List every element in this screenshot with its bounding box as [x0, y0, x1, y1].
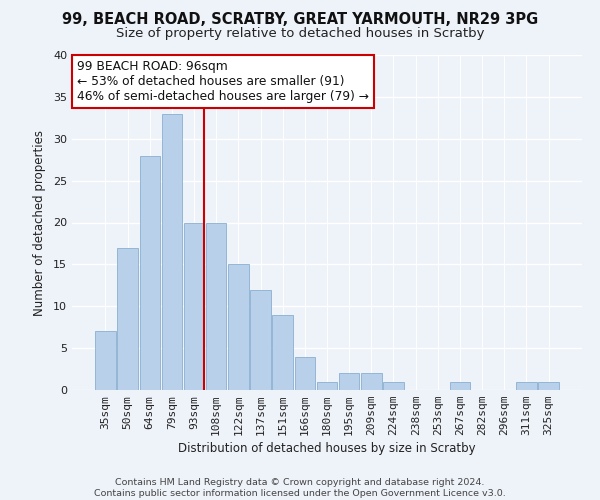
Text: Contains HM Land Registry data © Crown copyright and database right 2024.
Contai: Contains HM Land Registry data © Crown c…	[94, 478, 506, 498]
Bar	[118, 248, 138, 390]
Bar	[516, 382, 536, 390]
Bar	[317, 382, 337, 390]
Bar	[383, 382, 404, 390]
Text: Size of property relative to detached houses in Scratby: Size of property relative to detached ho…	[116, 28, 484, 40]
Bar	[140, 156, 160, 390]
Bar	[272, 314, 293, 390]
Bar	[95, 332, 116, 390]
Text: 99 BEACH ROAD: 96sqm
← 53% of detached houses are smaller (91)
46% of semi-detac: 99 BEACH ROAD: 96sqm ← 53% of detached h…	[77, 60, 369, 103]
Bar	[361, 373, 382, 390]
Bar	[250, 290, 271, 390]
Text: 99, BEACH ROAD, SCRATBY, GREAT YARMOUTH, NR29 3PG: 99, BEACH ROAD, SCRATBY, GREAT YARMOUTH,…	[62, 12, 538, 28]
X-axis label: Distribution of detached houses by size in Scratby: Distribution of detached houses by size …	[178, 442, 476, 456]
Bar	[538, 382, 559, 390]
Bar	[295, 356, 315, 390]
Bar	[206, 222, 226, 390]
Bar	[228, 264, 248, 390]
Bar	[184, 222, 204, 390]
Bar	[450, 382, 470, 390]
Bar	[339, 373, 359, 390]
Bar	[161, 114, 182, 390]
Y-axis label: Number of detached properties: Number of detached properties	[33, 130, 46, 316]
